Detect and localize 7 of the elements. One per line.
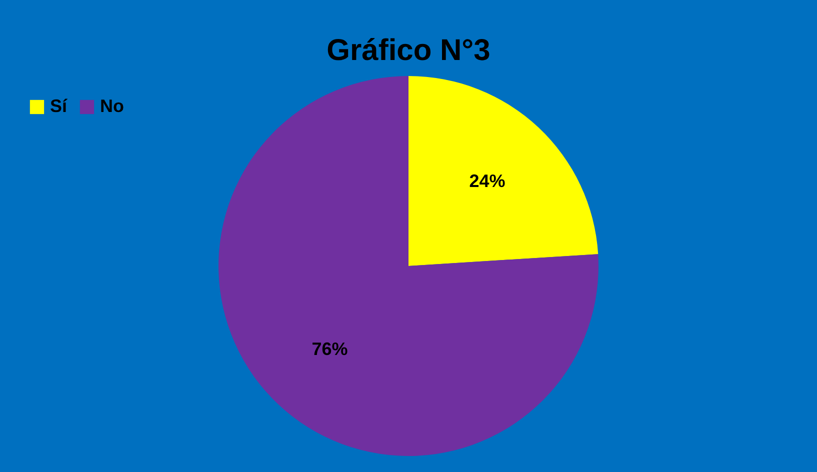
- data-label: 24%: [469, 171, 506, 192]
- chart-title: Gráfico N°3: [326, 34, 490, 67]
- pie-slice: [408, 76, 598, 266]
- data-label: 76%: [312, 338, 348, 359]
- legend-label: Sí: [50, 96, 68, 116]
- pie-slice: [218, 76, 598, 456]
- legend-label: No: [100, 96, 124, 116]
